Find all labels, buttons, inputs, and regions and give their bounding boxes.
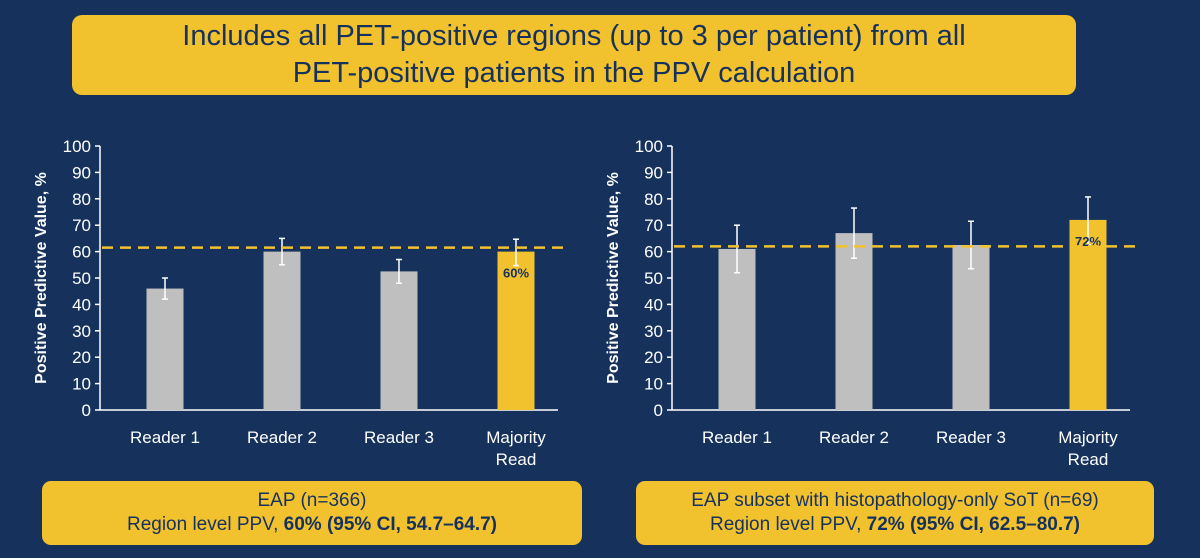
y-tick-label: 50 xyxy=(644,269,663,288)
left-caption-ppv: 60% (95% CI, 54.7–64.7) xyxy=(283,514,498,535)
bar-reader-2 xyxy=(835,233,873,410)
bar-majority-read xyxy=(497,251,535,410)
x-tick-label: Read xyxy=(1068,450,1109,469)
y-tick-label: 90 xyxy=(72,163,91,182)
y-tick-label: 90 xyxy=(644,163,663,182)
y-tick-label: 70 xyxy=(644,216,663,235)
bar-reader-1 xyxy=(718,248,756,410)
title-banner: Includes all PET-positive regions (up to… xyxy=(72,15,1076,95)
bar-reader-3 xyxy=(952,245,990,410)
y-tick-label: 20 xyxy=(644,348,663,367)
y-tick-label: 30 xyxy=(644,322,663,341)
right-caption-line-2: Region level PPV, 72% (95% CI, 62.5–80.7… xyxy=(636,513,1154,537)
y-tick-label: 0 xyxy=(82,401,91,420)
x-tick-label: Majority xyxy=(1058,428,1118,447)
x-tick-label: Reader 2 xyxy=(247,428,317,447)
right-caption-prefix: Region level PPV, xyxy=(709,514,867,535)
y-tick-label: 30 xyxy=(72,322,91,341)
bar-majority-read xyxy=(1069,219,1107,410)
bar-reader-3 xyxy=(380,271,418,410)
x-tick-label: Majority xyxy=(486,428,546,447)
left-caption-line-1: EAP (n=366) xyxy=(257,490,367,511)
y-tick-label: 70 xyxy=(72,216,91,235)
y-tick-label: 10 xyxy=(72,375,91,394)
left-caption-line-2: Region level PPV, 60% (95% CI, 54.7–64.7… xyxy=(42,513,582,537)
y-tick-label: 50 xyxy=(72,269,91,288)
y-tick-label: 100 xyxy=(635,137,663,156)
y-tick-label: 80 xyxy=(644,190,663,209)
title-line-2: PET-positive patients in the PPV calcula… xyxy=(292,57,856,89)
y-tick-label: 0 xyxy=(654,401,663,420)
y-tick-label: 10 xyxy=(644,375,663,394)
title-line-1: Includes all PET-positive regions (up to… xyxy=(182,20,966,52)
y-tick-label: 60 xyxy=(644,243,663,262)
x-tick-label: Reader 1 xyxy=(702,428,772,447)
data-label: 60% xyxy=(503,266,529,281)
x-tick-label: Reader 3 xyxy=(936,428,1006,447)
right-caption: EAP subset with histopathology-only SoT … xyxy=(636,481,1154,545)
left-chart: Positive Predictive Value, % 0 10 20 30 40 50 6… xyxy=(33,137,568,469)
bar-reader-2 xyxy=(263,251,301,410)
y-tick-label: 40 xyxy=(72,295,91,314)
y-tick-label: 80 xyxy=(72,190,91,209)
x-tick-label: Reader 1 xyxy=(130,428,200,447)
y-axis-label: Positive Predictive Value, % xyxy=(605,172,622,384)
y-tick-label: 100 xyxy=(63,137,91,156)
y-axis-label: Positive Predictive Value, % xyxy=(33,172,50,384)
x-tick-label: Reader 2 xyxy=(819,428,889,447)
y-tick-label: 40 xyxy=(644,295,663,314)
y-tick-label: 60 xyxy=(72,243,91,262)
x-tick-label: Reader 3 xyxy=(364,428,434,447)
right-caption-ppv: 72% (95% CI, 62.5–80.7) xyxy=(866,514,1081,535)
right-caption-line-1: EAP subset with histopathology-only SoT … xyxy=(691,490,1099,511)
right-chart: Positive Predictive Value, % 0 10 20 30 40 50 6… xyxy=(605,137,1140,469)
bar-reader-1 xyxy=(146,288,184,410)
left-caption: EAP (n=366) Region level PPV, 60% (95% C… xyxy=(42,481,582,545)
y-tick-label: 20 xyxy=(72,348,91,367)
left-caption-prefix: Region level PPV, xyxy=(126,514,284,535)
x-tick-label: Read xyxy=(496,450,537,469)
